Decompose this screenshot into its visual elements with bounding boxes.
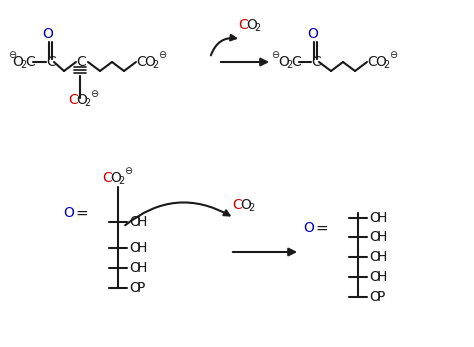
Text: 2: 2 bbox=[286, 60, 292, 70]
Text: ⊖: ⊖ bbox=[124, 166, 132, 176]
Text: O: O bbox=[369, 250, 380, 264]
Text: C: C bbox=[68, 93, 78, 107]
Text: =: = bbox=[75, 205, 88, 220]
Text: P: P bbox=[137, 281, 146, 295]
Text: ⊖: ⊖ bbox=[8, 50, 16, 60]
Text: C: C bbox=[232, 198, 242, 212]
Text: O: O bbox=[369, 230, 380, 244]
Text: O: O bbox=[303, 221, 314, 235]
Text: ⊖: ⊖ bbox=[90, 89, 98, 99]
Text: H: H bbox=[377, 270, 387, 284]
Text: 2: 2 bbox=[383, 60, 389, 70]
Text: C: C bbox=[25, 55, 35, 69]
Text: O: O bbox=[246, 18, 257, 32]
Text: H: H bbox=[377, 230, 387, 244]
Text: O: O bbox=[12, 55, 23, 69]
Text: C: C bbox=[76, 55, 86, 69]
Text: O: O bbox=[129, 281, 140, 295]
Text: O: O bbox=[129, 215, 140, 229]
Text: C: C bbox=[46, 55, 56, 69]
Text: H: H bbox=[137, 261, 147, 275]
Text: 2: 2 bbox=[20, 60, 26, 70]
Text: C: C bbox=[367, 55, 377, 69]
Text: O: O bbox=[63, 206, 74, 220]
Text: O: O bbox=[76, 93, 87, 107]
Text: 2: 2 bbox=[152, 60, 158, 70]
Text: C: C bbox=[102, 171, 112, 185]
Text: P: P bbox=[377, 290, 385, 304]
Text: H: H bbox=[137, 215, 147, 229]
Text: O: O bbox=[278, 55, 289, 69]
Text: C: C bbox=[136, 55, 146, 69]
Text: O: O bbox=[369, 211, 380, 225]
Text: O: O bbox=[42, 27, 53, 41]
Text: O: O bbox=[240, 198, 251, 212]
Text: O: O bbox=[110, 171, 121, 185]
Text: 2: 2 bbox=[248, 203, 254, 213]
Text: =: = bbox=[315, 220, 328, 236]
Text: O: O bbox=[129, 241, 140, 255]
Text: O: O bbox=[129, 261, 140, 275]
Text: ⊖: ⊖ bbox=[389, 50, 397, 60]
Text: O: O bbox=[369, 290, 380, 304]
Text: H: H bbox=[377, 211, 387, 225]
Text: ⊖: ⊖ bbox=[271, 50, 279, 60]
Text: ⊖: ⊖ bbox=[158, 50, 166, 60]
Text: C: C bbox=[311, 55, 321, 69]
Text: H: H bbox=[377, 250, 387, 264]
Text: 2: 2 bbox=[84, 98, 90, 108]
Text: O: O bbox=[307, 27, 318, 41]
Text: 2: 2 bbox=[118, 176, 124, 186]
Text: C: C bbox=[238, 18, 248, 32]
Text: H: H bbox=[137, 241, 147, 255]
Text: O: O bbox=[144, 55, 155, 69]
Text: O: O bbox=[369, 270, 380, 284]
Text: C: C bbox=[291, 55, 301, 69]
Text: O: O bbox=[375, 55, 386, 69]
Text: 2: 2 bbox=[254, 23, 260, 33]
